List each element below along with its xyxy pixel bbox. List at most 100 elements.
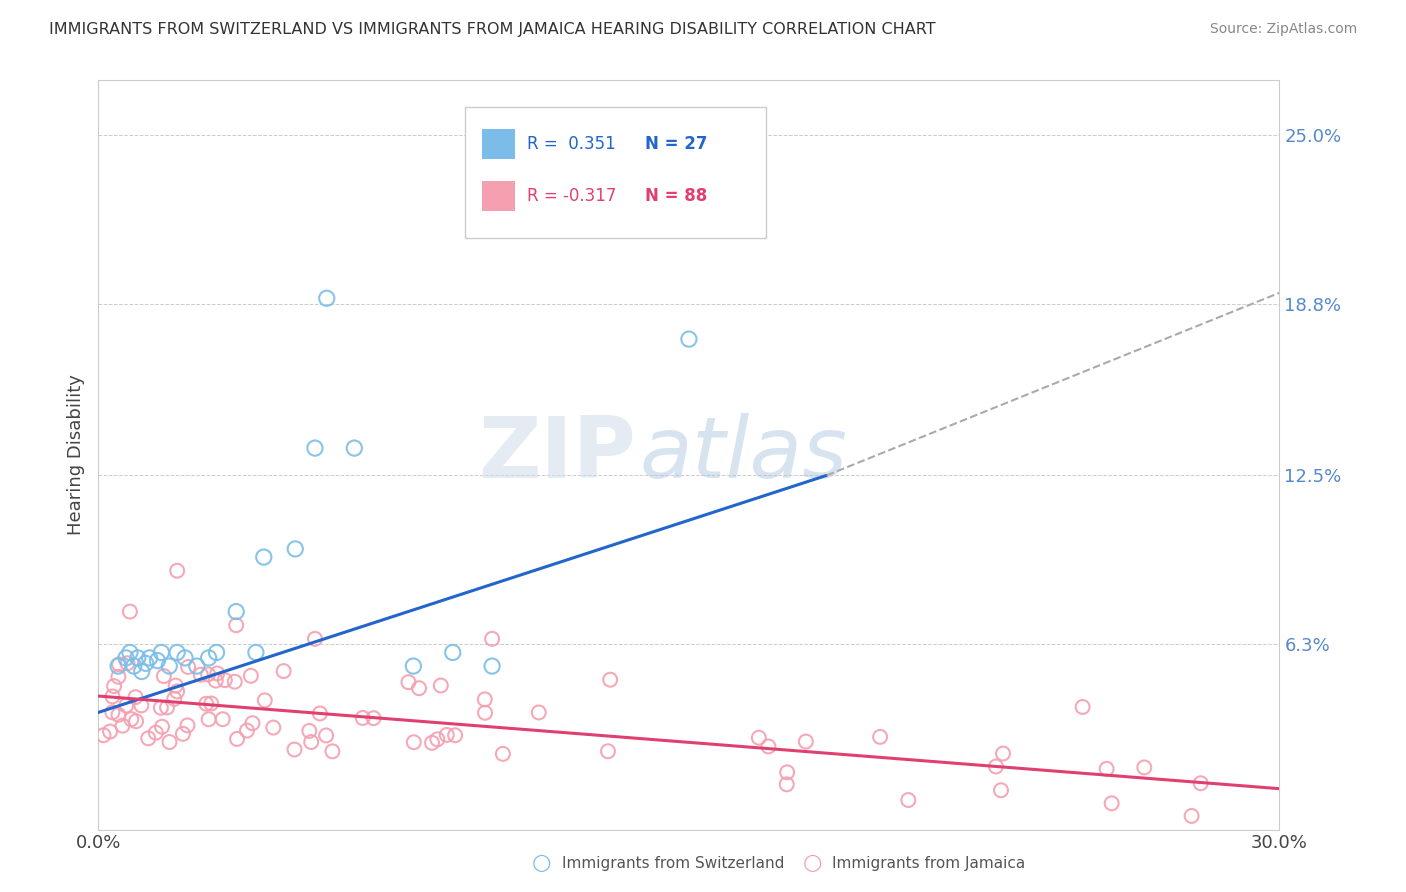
Point xyxy=(897,793,920,807)
Y-axis label: Hearing Disability: Hearing Disability xyxy=(66,375,84,535)
Point xyxy=(748,731,770,745)
Point xyxy=(98,724,121,739)
Point xyxy=(107,659,129,673)
Point xyxy=(224,674,246,689)
Point xyxy=(207,666,229,681)
Point xyxy=(239,669,262,683)
Point xyxy=(115,698,138,713)
Point xyxy=(226,731,249,746)
Point xyxy=(420,736,443,750)
Point xyxy=(131,665,153,679)
Point xyxy=(225,605,247,619)
Point xyxy=(197,712,219,726)
Point xyxy=(190,667,212,681)
Point xyxy=(1181,809,1204,823)
Point xyxy=(166,645,188,659)
Point xyxy=(186,659,208,673)
Point xyxy=(163,691,186,706)
Point xyxy=(1189,776,1212,790)
Point xyxy=(135,657,157,671)
Point xyxy=(398,675,420,690)
Point xyxy=(225,618,247,632)
Point xyxy=(402,735,425,749)
Text: Source: ZipAtlas.com: Source: ZipAtlas.com xyxy=(1209,22,1357,37)
Point xyxy=(436,728,458,742)
Point xyxy=(124,690,146,705)
Point xyxy=(253,693,276,707)
Point xyxy=(153,669,176,683)
Point xyxy=(402,659,425,673)
Text: Immigrants from Jamaica: Immigrants from Jamaica xyxy=(832,856,1025,871)
Point xyxy=(1133,760,1156,774)
Point xyxy=(214,673,236,687)
Point xyxy=(145,725,167,739)
Point xyxy=(441,645,464,659)
FancyBboxPatch shape xyxy=(482,129,516,159)
Point xyxy=(991,747,1014,761)
Point xyxy=(481,659,503,673)
Point xyxy=(758,739,780,754)
Point xyxy=(101,690,124,704)
Point xyxy=(596,744,619,758)
Point xyxy=(177,660,200,674)
Point xyxy=(474,692,496,706)
Point xyxy=(111,719,134,733)
Point xyxy=(156,700,179,714)
Point xyxy=(444,728,467,742)
Point xyxy=(315,729,337,743)
Point xyxy=(527,706,550,720)
Point xyxy=(1095,762,1118,776)
Point xyxy=(1101,797,1123,811)
Point xyxy=(284,541,307,556)
Point xyxy=(304,632,326,646)
Point xyxy=(122,659,145,673)
Point xyxy=(103,679,125,693)
Point xyxy=(115,651,138,665)
Point xyxy=(242,716,264,731)
Point xyxy=(204,673,226,688)
Point xyxy=(430,679,453,693)
Point xyxy=(176,718,198,732)
Point xyxy=(299,735,322,749)
Point xyxy=(408,681,430,696)
Point xyxy=(172,727,194,741)
Point xyxy=(990,783,1012,797)
Point xyxy=(150,645,173,659)
Text: ZIP: ZIP xyxy=(478,413,636,497)
Point xyxy=(298,723,321,738)
Point xyxy=(118,605,141,619)
Point xyxy=(149,700,172,714)
Point xyxy=(776,777,799,791)
Point xyxy=(200,697,222,711)
Point xyxy=(157,659,180,673)
Text: R = -0.317: R = -0.317 xyxy=(527,187,616,205)
Point xyxy=(283,742,305,756)
Text: Immigrants from Switzerland: Immigrants from Switzerland xyxy=(562,856,785,871)
Point xyxy=(869,730,891,744)
Point xyxy=(146,654,169,668)
Text: N = 27: N = 27 xyxy=(645,135,707,153)
Point xyxy=(481,632,503,646)
Point xyxy=(93,728,115,742)
Point xyxy=(120,712,142,726)
Point xyxy=(117,657,139,671)
Point xyxy=(205,645,228,659)
Point xyxy=(107,670,129,684)
Point xyxy=(474,706,496,720)
Point xyxy=(211,712,233,726)
Point xyxy=(678,332,700,346)
Point xyxy=(166,684,188,698)
Point xyxy=(309,706,332,721)
Point xyxy=(136,731,159,746)
Text: R =  0.351: R = 0.351 xyxy=(527,135,616,153)
Point xyxy=(150,720,173,734)
Point xyxy=(165,679,187,693)
Text: ○: ○ xyxy=(531,854,551,873)
Point xyxy=(363,711,385,725)
Point xyxy=(131,698,153,713)
Point xyxy=(794,734,817,748)
Text: ○: ○ xyxy=(803,854,823,873)
Point xyxy=(304,441,326,455)
Point xyxy=(776,765,799,780)
Point xyxy=(262,721,284,735)
